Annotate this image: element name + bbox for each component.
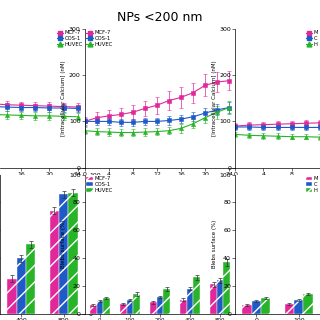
Legend: M, C, H: M, C, H [306, 176, 319, 193]
Bar [210, 284, 217, 314]
Bar [17, 258, 26, 314]
Bar [50, 211, 59, 314]
Bar [193, 277, 200, 314]
Y-axis label: [Intracellular Calcium] (nM): [Intracellular Calcium] (nM) [61, 60, 66, 136]
X-axis label: hours): hours) [32, 178, 52, 183]
Bar [150, 302, 157, 314]
Bar [120, 304, 127, 314]
Bar [285, 304, 294, 314]
Bar [157, 297, 163, 314]
Bar [180, 300, 187, 314]
Legend: MCF-7, COS-1, HUVEC: MCF-7, COS-1, HUVEC [86, 176, 113, 193]
Text: NPs <200 nm: NPs <200 nm [117, 11, 203, 24]
Bar [127, 300, 133, 314]
Bar [243, 305, 252, 314]
Legend: M, C, H: M, C, H [306, 30, 319, 47]
Bar [223, 262, 230, 314]
Legend: MCF-7, COS-1, HUVEC: MCF-7, COS-1, HUVEC [57, 30, 84, 47]
Y-axis label: [Intracellular Calcium] (nM): [Intracellular Calcium] (nM) [212, 60, 217, 136]
Bar [7, 279, 17, 314]
Bar [217, 280, 223, 314]
Bar [294, 300, 303, 314]
Bar [163, 289, 170, 314]
X-axis label: Time (hours): Time (hours) [140, 178, 180, 183]
Bar [303, 294, 313, 314]
Y-axis label: Blebs surface (%): Blebs surface (%) [212, 220, 217, 268]
Bar [252, 301, 261, 314]
Bar [261, 298, 270, 314]
Bar [59, 194, 68, 314]
Y-axis label: Blebs surface (%): Blebs surface (%) [61, 220, 66, 268]
Bar [90, 305, 97, 314]
Legend: MCF-7, COS-1, HUVEC: MCF-7, COS-1, HUVEC [86, 30, 113, 47]
Bar [26, 244, 35, 314]
Bar [103, 298, 110, 314]
Bar [68, 193, 77, 314]
Bar [133, 294, 140, 314]
Bar [187, 289, 193, 314]
Bar [97, 301, 103, 314]
